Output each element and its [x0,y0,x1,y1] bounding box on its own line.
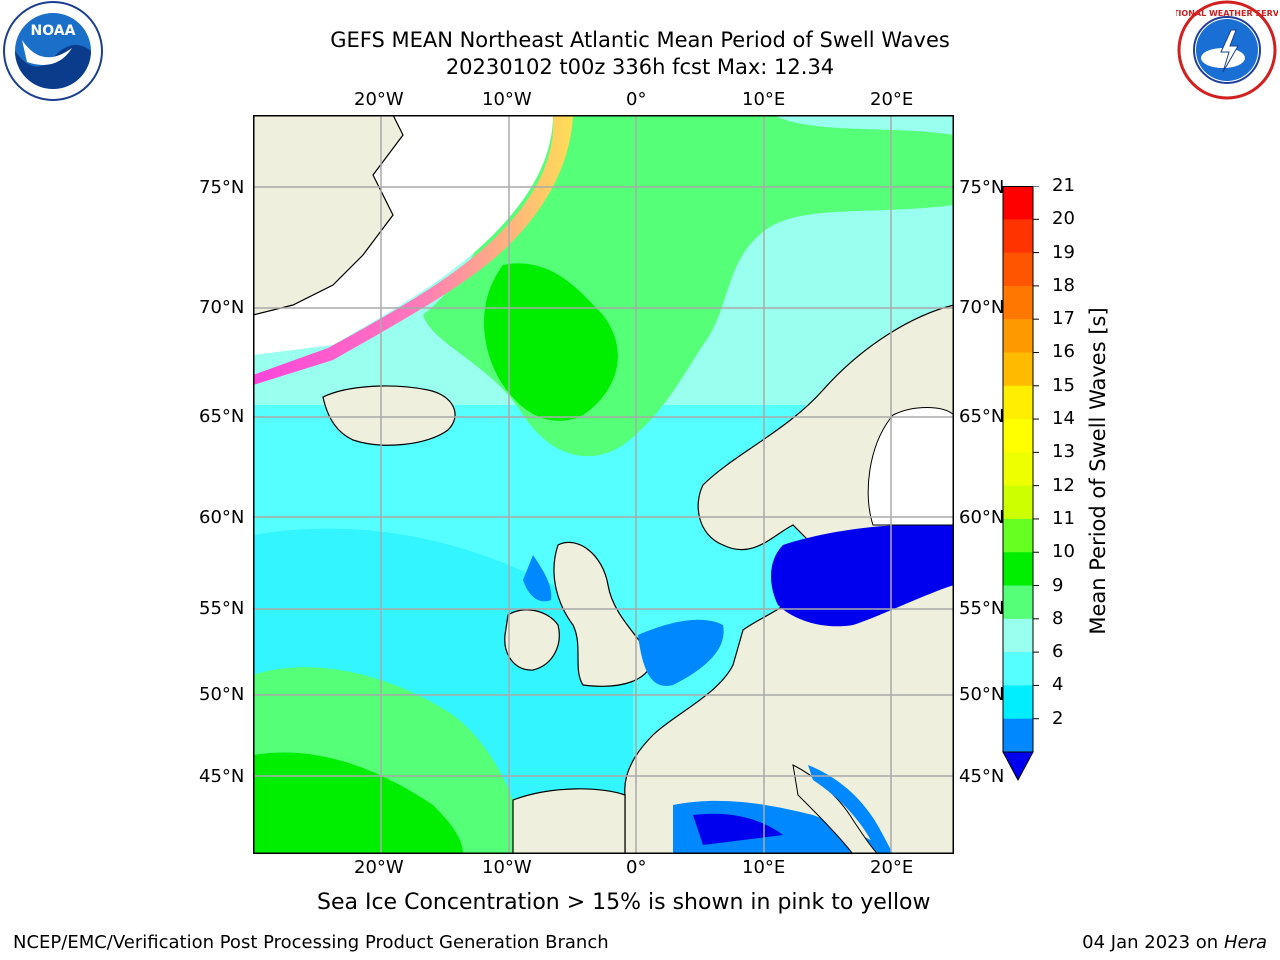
lat-label-left-55n: 55°N [199,598,245,619]
colorbar-label: Mean Period of Swell Waves [s] [1086,307,1110,635]
colorbar [1000,185,1040,782]
noaa-logo: NOAA [2,0,104,102]
colorbar-bin-4 [1003,319,1033,353]
irish-coast-shallows [523,555,552,602]
lon-label-bottom-10e: 10°E [742,857,786,878]
colorbar-tick-label: 12 [1052,474,1075,496]
great-britain-land [553,541,654,687]
sea-ice-caption: Sea Ice Concentration > 15% is shown in … [317,890,931,915]
colorbar-tick-label: 10 [1052,541,1075,563]
colorbar-bin-10 [1003,518,1033,553]
footer-credit: NCEP/EMC/Verification Post Processing Pr… [13,932,609,953]
map-frame [253,115,954,854]
adriatic-sea [808,765,893,854]
colorbar-svg [1002,185,1039,782]
footer-date: 04 Jan 2023 on Hera [1082,932,1267,953]
gulf-of-bothnia [867,407,955,526]
lon-label-top-10e: 10°E [742,89,786,110]
swell-zone-southwest-core [253,752,463,854]
north-sea-south [638,619,724,686]
colorbar-bin-9 [1003,485,1033,520]
lon-label-top-10w: 10°W [482,89,532,110]
lon-label-bottom-20e: 20°E [870,857,914,878]
nws-ring-text: NATIONAL WEATHER SERVICE [1176,9,1278,18]
colorbar-bin-0 [1003,186,1033,220]
colorbar-bin-16 [1003,718,1033,753]
colorbar-bin-13 [1003,618,1033,653]
graticule [253,115,954,854]
noaa-wordmark: NOAA [31,23,76,39]
colorbar-tick-label: 16 [1052,341,1075,363]
chart-title: GEFS MEAN Northeast Atlantic Mean Period… [0,27,1280,81]
lat-label-left-45n: 45°N [199,766,245,787]
europe-land [624,304,955,855]
lat-label-right-50n: 50°N [959,684,1005,705]
lat-label-right-70n: 70°N [959,297,1005,318]
colorbar-tick-label: 6 [1052,641,1064,663]
colorbar-bin-15 [1003,685,1033,720]
colorbar-tick-label: 13 [1052,441,1075,463]
colorbar-tick-label: 8 [1052,607,1064,629]
colorbar-tick-label: 2 [1052,707,1064,729]
mediterranean-west-core [693,813,783,845]
colorbar-tick-label: 15 [1052,374,1075,396]
colorbar-bin-2 [1003,252,1033,287]
colorbar-tick-label: 14 [1052,408,1075,430]
colorbar-tick-label: 21 [1052,175,1075,196]
colorbar-tick-label: 18 [1052,274,1075,296]
greenland-land [252,114,404,316]
lat-label-right-45n: 45°N [959,766,1005,787]
lon-label-bottom-20w: 20°W [354,857,404,878]
lat-label-right-75n: 75°N [959,177,1005,198]
iberia-land [512,788,626,855]
nws-logo: NATIONAL WEATHER SERVICE [1161,0,1280,100]
colorbar-bin-7 [1003,419,1033,453]
lon-label-top-0: 0° [626,89,647,110]
lat-label-left-60n: 60°N [199,507,245,528]
colorbar-tick-label: 11 [1052,507,1075,529]
lat-label-left-75n: 75°N [199,177,245,198]
footer-host: Hera [1223,932,1267,953]
colorbar-tick-label: 20 [1052,208,1075,230]
lon-label-top-20e: 20°E [870,89,914,110]
title-line-2: 20230102 t00z 336h fcst Max: 12.34 [445,55,835,79]
footer-date-text: 04 Jan 2023 on [1082,932,1224,953]
lat-label-right-65n: 65°N [959,406,1005,427]
lat-label-right-55n: 55°N [959,598,1005,619]
colorbar-bin-1 [1003,219,1033,254]
lat-label-left-65n: 65°N [199,406,245,427]
colorbar-tick-label: 9 [1052,574,1064,596]
colorbar-tick-label: 19 [1052,241,1075,263]
lat-label-left-50n: 50°N [199,684,245,705]
lon-label-bottom-10w: 10°W [482,857,532,878]
lon-label-top-20w: 20°W [354,89,404,110]
colorbar-bin-5 [1003,352,1033,387]
colorbar-bin-8 [1003,452,1033,487]
colorbar-bin-3 [1003,285,1033,320]
swell-zone-10-11 [484,263,618,421]
colorbar-frame [1002,186,1034,753]
title-line-1: GEFS MEAN Northeast Atlantic Mean Period… [330,28,950,52]
colorbar-bin-14 [1003,652,1033,686]
colorbar-bin-12 [1003,585,1033,620]
iceland-land [322,385,456,446]
colorbar-under-triangle [1002,751,1034,782]
swell-period-map [252,114,955,855]
map-svg [252,114,955,855]
lat-label-right-60n: 60°N [959,507,1005,528]
lat-label-left-70n: 70°N [199,297,245,318]
colorbar-bin-11 [1003,552,1033,587]
baltic-sea [771,525,954,627]
colorbar-tick-label: 17 [1052,308,1075,330]
lon-label-bottom-0: 0° [626,857,647,878]
colorbar-tick-label: 4 [1052,674,1064,696]
colorbar-bin-6 [1003,385,1033,420]
